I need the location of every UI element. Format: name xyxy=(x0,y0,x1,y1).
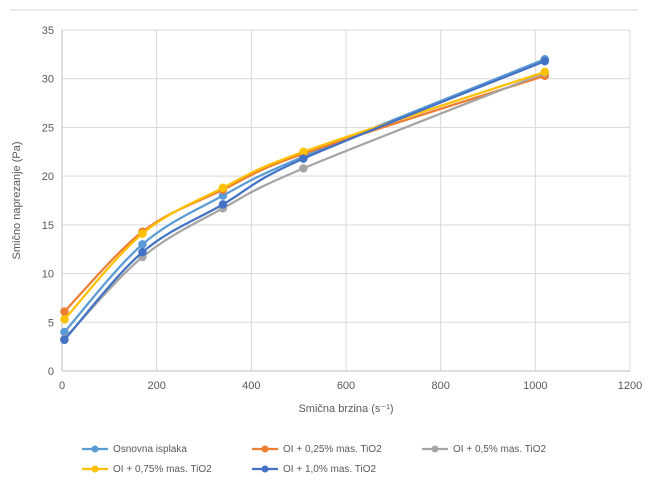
data-point xyxy=(138,229,147,238)
series-line xyxy=(63,70,546,321)
series-line xyxy=(63,71,546,340)
legend-item[interactable]: OI + 0,75% mas. TiO2 xyxy=(82,464,212,475)
legend-label: OI + 0,5% mas. TiO2 xyxy=(453,444,547,455)
y-tick-label: 25 xyxy=(42,122,54,134)
x-tick-label: 1200 xyxy=(618,380,642,392)
data-point xyxy=(218,200,228,209)
x-tick-label: 400 xyxy=(242,380,260,392)
x-tick-label: 800 xyxy=(431,380,449,392)
y-tick-label: 10 xyxy=(42,269,54,281)
legend[interactable]: Osnovna isplaka OI + 0,25% mas. TiO2 OI + … xyxy=(82,444,547,475)
legend-swatch-marker xyxy=(261,445,269,453)
x-tick-label: 1000 xyxy=(523,380,547,392)
legend-label: OI + 0,75% mas. TiO2 xyxy=(113,464,212,475)
data-point xyxy=(60,307,69,316)
y-tick-label: 15 xyxy=(42,220,54,232)
data-point xyxy=(299,154,308,163)
legend-label: Osnovna isplaka xyxy=(113,444,187,455)
gridlines xyxy=(62,29,631,371)
x-tick-label: 0 xyxy=(59,380,65,392)
y-tick-label: 0 xyxy=(48,366,54,378)
data-point xyxy=(299,164,308,173)
legend-item[interactable]: OI + 0,5% mas. TiO2 xyxy=(422,444,547,455)
tick-labels: 0 5 10 15 20 25 30 35 0 200 400 600 800 1000 1200 xyxy=(42,25,642,392)
series-line xyxy=(63,74,546,313)
legend-label: OI + 1,0% mas. TiO2 xyxy=(283,464,377,475)
x-tick-label: 200 xyxy=(147,380,165,392)
x-tick-label: 600 xyxy=(337,380,355,392)
data-point xyxy=(60,335,69,345)
legend-item[interactable]: OI + 1,0% mas. TiO2 xyxy=(252,464,377,475)
y-axis-title: Smično naprezanje (Pa) xyxy=(11,141,23,259)
y-tick-label: 35 xyxy=(42,25,54,37)
legend-swatch-marker xyxy=(261,465,269,473)
data-point xyxy=(540,67,550,77)
legend-item[interactable]: OI + 0,25% mas. TiO2 xyxy=(252,444,382,455)
y-tick-label: 20 xyxy=(42,171,54,183)
series-line xyxy=(63,58,546,333)
series-line xyxy=(63,60,546,341)
legend-item[interactable]: Osnovna isplaka xyxy=(82,444,187,455)
legend-swatch-marker xyxy=(431,445,439,453)
series-5 xyxy=(60,56,550,345)
data-point xyxy=(138,247,147,257)
data-point xyxy=(540,56,550,66)
x-axis-title: Smična brzina (s⁻¹) xyxy=(298,403,393,415)
series-4 xyxy=(60,67,550,324)
series-3 xyxy=(60,68,550,344)
data-point xyxy=(218,183,228,193)
series-layer xyxy=(60,54,550,345)
legend-label: OI + 0,25% mas. TiO2 xyxy=(283,444,382,455)
legend-swatch-marker xyxy=(91,465,99,473)
legend-swatch-marker xyxy=(91,445,99,453)
y-tick-label: 30 xyxy=(42,74,54,86)
y-tick-label: 5 xyxy=(48,317,54,329)
data-point xyxy=(60,315,69,324)
data-point xyxy=(138,240,147,249)
series-2 xyxy=(60,71,550,316)
